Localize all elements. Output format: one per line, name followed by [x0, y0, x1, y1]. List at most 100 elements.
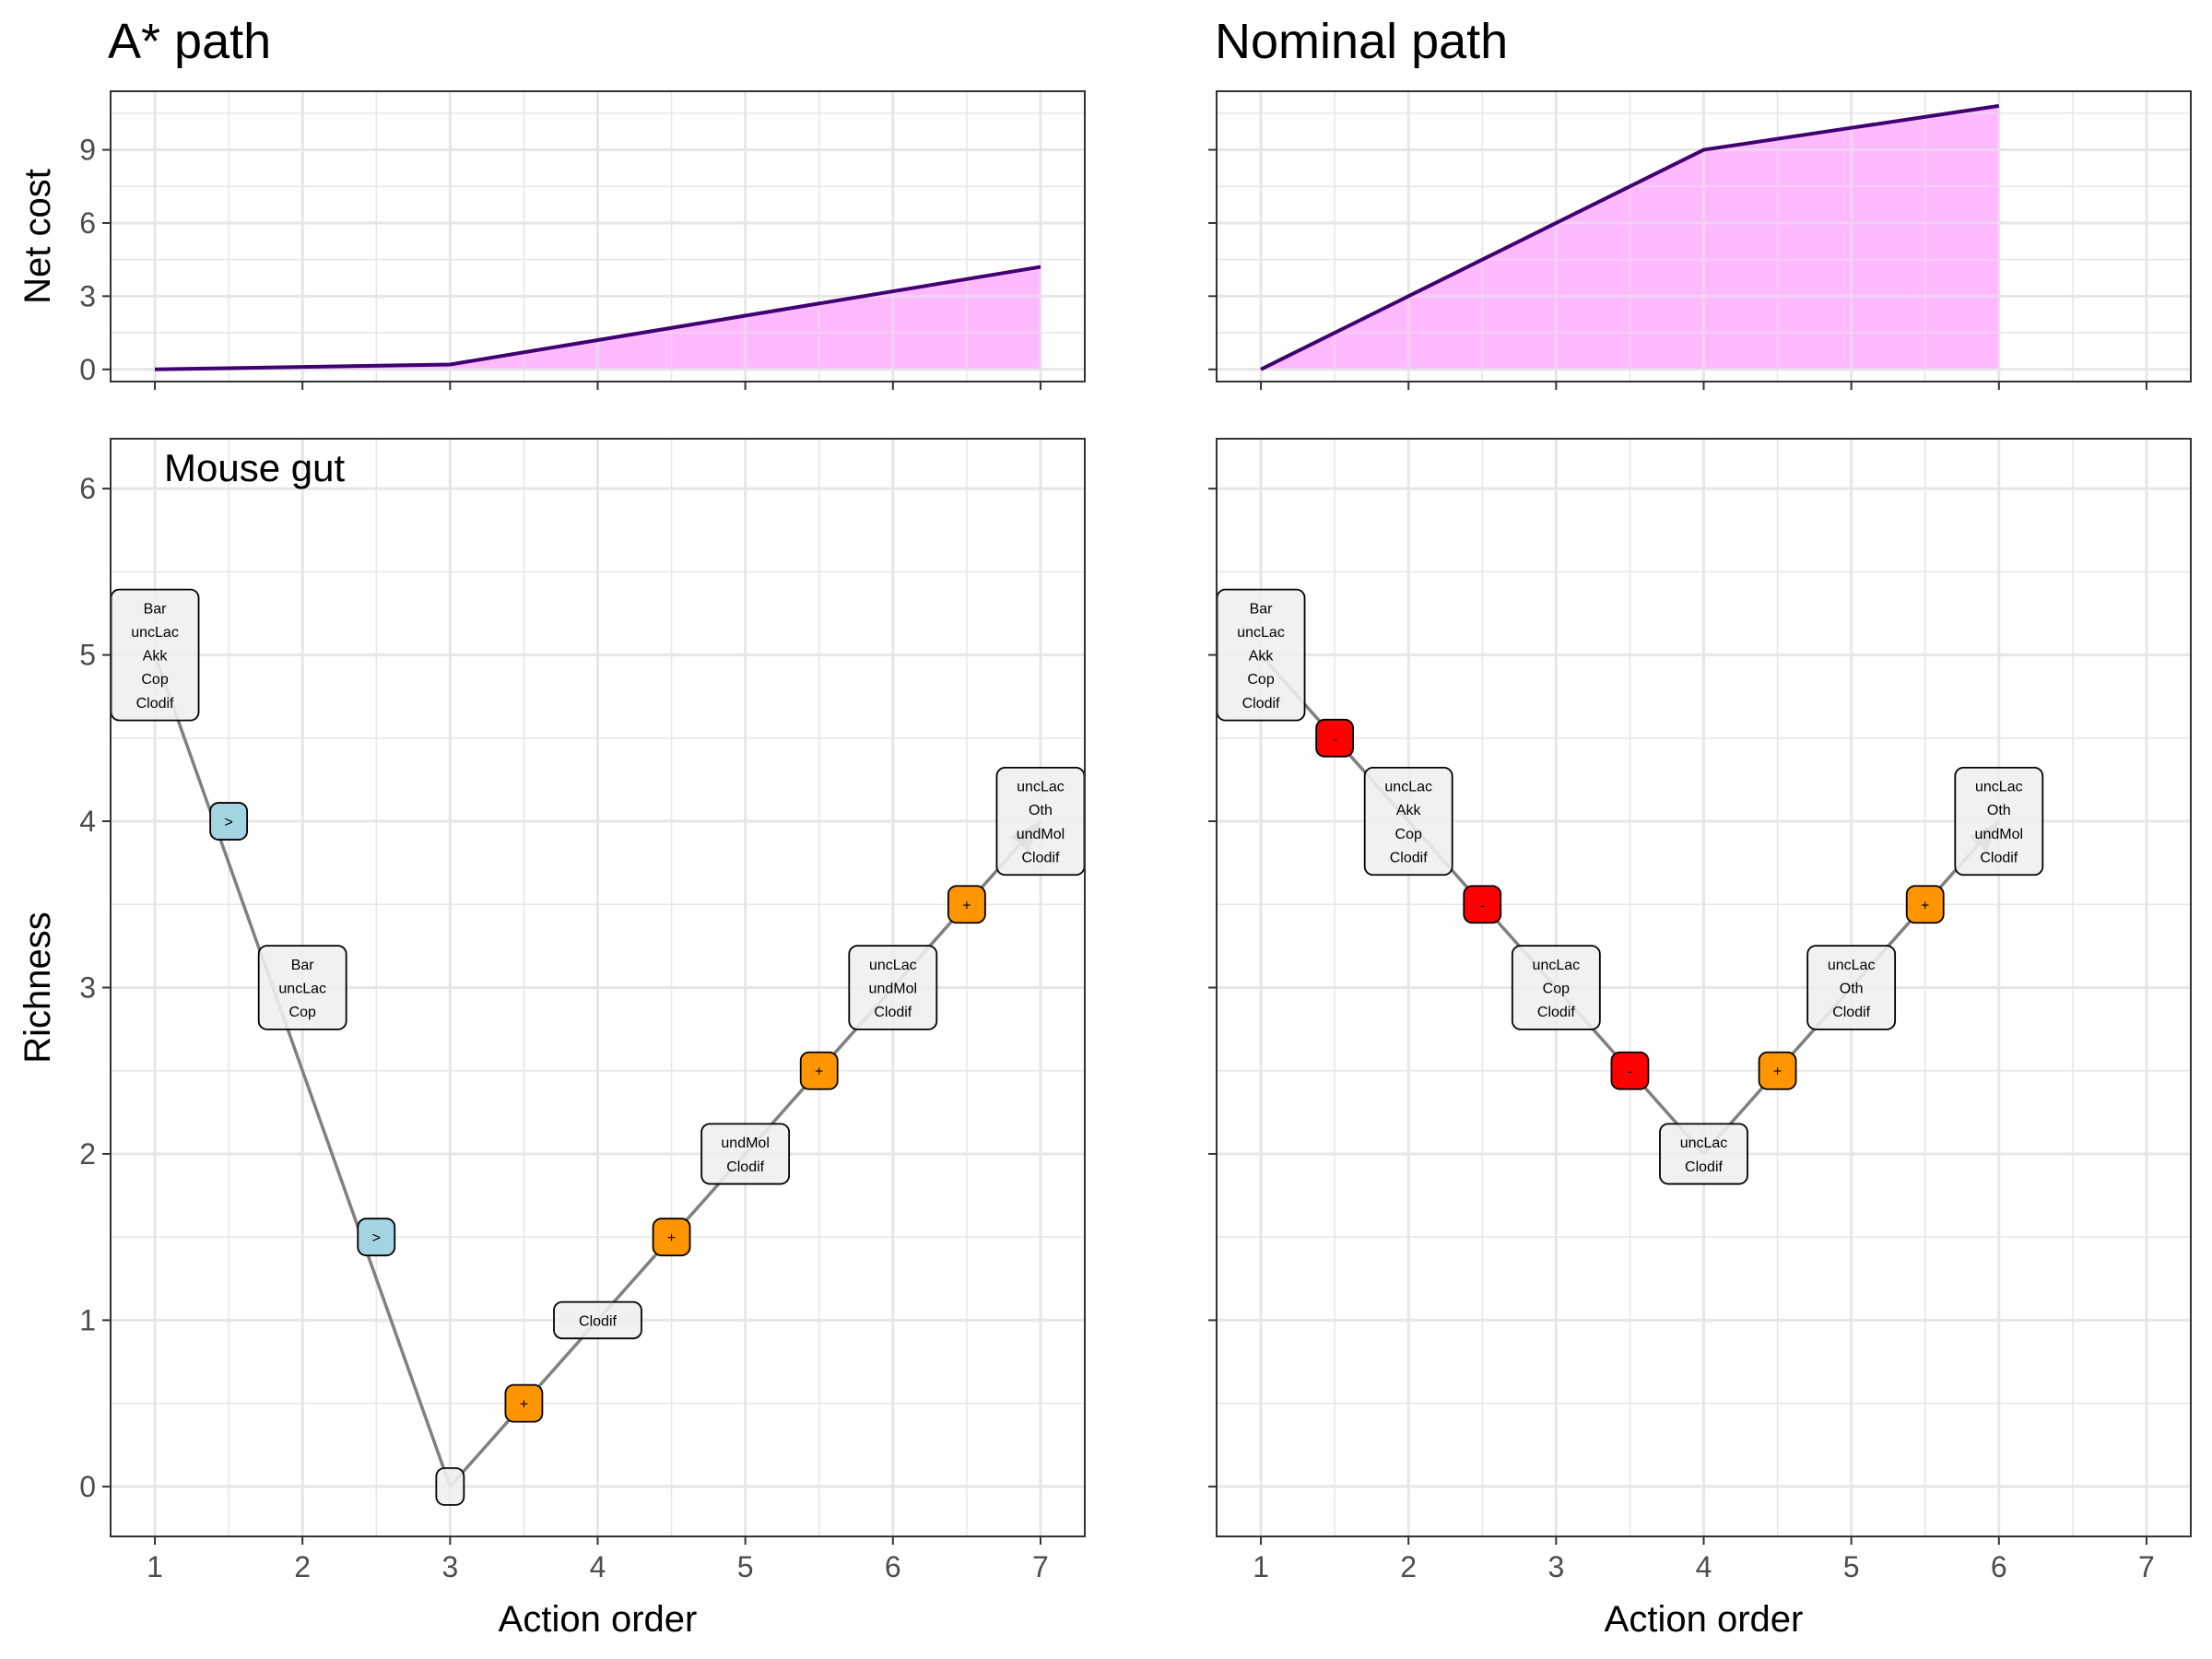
nominal-node-label: Oth [1987, 803, 2011, 818]
nominal-cost-area-overlay [1261, 105, 1999, 370]
astar-rich-y-tick-label: 2 [79, 1137, 96, 1171]
astar-node-label: Bar [144, 601, 168, 617]
astar-state-node: Bar uncLac Cop [257, 945, 347, 1030]
astar-node-label: uncLac [278, 982, 326, 997]
astar-node-label: Clodif [726, 1159, 764, 1175]
astar-cost-line [155, 265, 1041, 371]
nominal-node-label: uncLac [1680, 1135, 1728, 1151]
nominal-rich-x-tick-label: 7 [2138, 1550, 2155, 1583]
nominal-node-label: Akk [1249, 649, 1275, 665]
panel-title-right: Nominal path [1215, 14, 1509, 69]
astar-node-label: Cop [141, 672, 168, 688]
nominal-node-label: + [1921, 898, 1929, 913]
x-axis-label-left: Action order [499, 1599, 698, 1640]
astar-rich-y-tick-label: 3 [79, 971, 96, 1005]
nominal-state-node: uncLac Oth Clodif [1806, 945, 1897, 1030]
nominal-state-node: uncLac Oth undMol Clodif [1954, 766, 2044, 877]
astar-node-label: + [962, 898, 971, 913]
nominal-rich-x-tick-label: 2 [1400, 1550, 1417, 1583]
astar-node-box [799, 1051, 839, 1090]
astar-node-box [209, 802, 249, 841]
nominal-node-box [1511, 945, 1601, 1030]
nominal-node-label: Clodif [1685, 1159, 1723, 1175]
astar-rich-y-tick-label: 1 [79, 1303, 96, 1336]
x-axis-label-right: Action order [1605, 1599, 1804, 1640]
astar-rich-y-tick-label: 4 [79, 805, 96, 838]
nominal-state-node: uncLac Cop Clodif [1511, 945, 1601, 1030]
astar-node-label: > [224, 815, 232, 830]
astar-node-label: + [520, 1397, 528, 1413]
astar-add-node: + [947, 885, 986, 924]
astar-node-box [435, 1466, 465, 1506]
astar-node-label: uncLac [1017, 780, 1065, 795]
astar-state-node [435, 1466, 465, 1506]
nominal-node-label: uncLac [1533, 958, 1581, 973]
nominal-node-label: uncLac [1384, 780, 1432, 795]
nominal-node-label: uncLac [1975, 780, 2023, 795]
astar-cost-y-tick-label: 0 [79, 353, 96, 386]
astar-add-node: + [504, 1383, 544, 1423]
nominal-node-label: Akk [1396, 803, 1422, 818]
astar-cost-y-tick-label: 6 [79, 206, 96, 240]
astar-cost-y-tick-label: 9 [79, 134, 96, 167]
astar-rich-x-tick-label: 4 [590, 1550, 606, 1583]
astar-state-node: uncLac undMol Clodif [848, 945, 938, 1030]
axis-titles: Net cost Richness Action order Action or… [18, 169, 1803, 1640]
astar-add-node: + [799, 1051, 839, 1090]
nominal-node-box [1758, 1051, 1797, 1090]
nominal-state-node: uncLac Akk Cop Clodif [1363, 766, 1453, 877]
nominal-state-node: Bar uncLac Akk Cop Clodif [1216, 588, 1306, 722]
nominal-node-label: Clodif [1242, 696, 1280, 712]
astar-node-box [848, 945, 938, 1030]
nominal-node-label: - [1480, 898, 1485, 913]
astar-node-label: Clodif [1022, 850, 1060, 865]
nominal-add-node: + [1905, 885, 1945, 924]
astar-rich-x-tick-label: 6 [885, 1550, 901, 1583]
astar-add-node: + [652, 1218, 691, 1257]
astar-node-box [652, 1218, 691, 1257]
nominal-node-box [1610, 1051, 1650, 1090]
nominal-node-label: Cop [1395, 827, 1422, 842]
astar-node-box [357, 1218, 396, 1257]
y-axis-label-net-cost: Net cost [18, 169, 58, 304]
astar-state-node: Bar uncLac Akk Cop Clodif [110, 588, 200, 722]
annotation-mouse-gut: Mouse gut [164, 446, 346, 489]
nominal-state-node: uncLac Clodif [1659, 1123, 1748, 1185]
astar-rich-y-tick-label: 6 [79, 472, 96, 505]
nominal-node-label: Clodif [1832, 1005, 1870, 1020]
astar-rich-x-tick-label: 2 [294, 1550, 311, 1583]
astar-node-label: Clodif [579, 1313, 617, 1329]
astar-rich-x-tick-label: 5 [737, 1550, 754, 1583]
astar-node-label: Clodif [136, 696, 174, 712]
nominal-node-label: uncLac [1237, 625, 1285, 641]
astar-node-label: Bar [291, 958, 315, 973]
astar-node-box [257, 945, 347, 1030]
nominal-node-box [1463, 885, 1502, 924]
astar-node-label: undMol [721, 1135, 769, 1151]
panel-title-left: A* path [108, 14, 272, 69]
astar-cost-area-overlay [155, 266, 1041, 370]
nominal-remove-node: - [1610, 1051, 1650, 1090]
astar-rich-x-tick-label: 3 [441, 1550, 458, 1583]
nominal-node-box [1363, 766, 1453, 877]
nominal-rich-x-tick-label: 1 [1253, 1550, 1269, 1583]
astar-node-box [700, 1123, 791, 1185]
nominal-rich-x-tick-label: 4 [1696, 1550, 1712, 1583]
nominal-rich-x-tick-label: 3 [1547, 1550, 1564, 1583]
astar-rich-x-tick-label: 1 [147, 1550, 163, 1583]
nominal-cost-line [1260, 103, 2000, 371]
astar-node-label: + [667, 1230, 676, 1246]
astar-node-box [504, 1383, 544, 1423]
astar-node-label: uncLac [869, 958, 917, 973]
astar-node-label: uncLac [131, 625, 179, 641]
nominal-node-label: Cop [1247, 672, 1274, 688]
astar-cost-y-tick-label: 3 [79, 279, 96, 312]
astar-node-box [553, 1300, 642, 1340]
nominal-cost-panel [1208, 90, 2192, 390]
astar-node-label: > [372, 1230, 381, 1246]
y-axis-label-richness: Richness [18, 912, 58, 1064]
astar-node-label: undMol [1017, 827, 1065, 842]
nominal-remove-node: - [1463, 885, 1502, 924]
nominal-richness-panel: Bar uncLac Akk Cop Clodif - uncLac Akk Cop Clodif… [1208, 438, 2192, 1583]
